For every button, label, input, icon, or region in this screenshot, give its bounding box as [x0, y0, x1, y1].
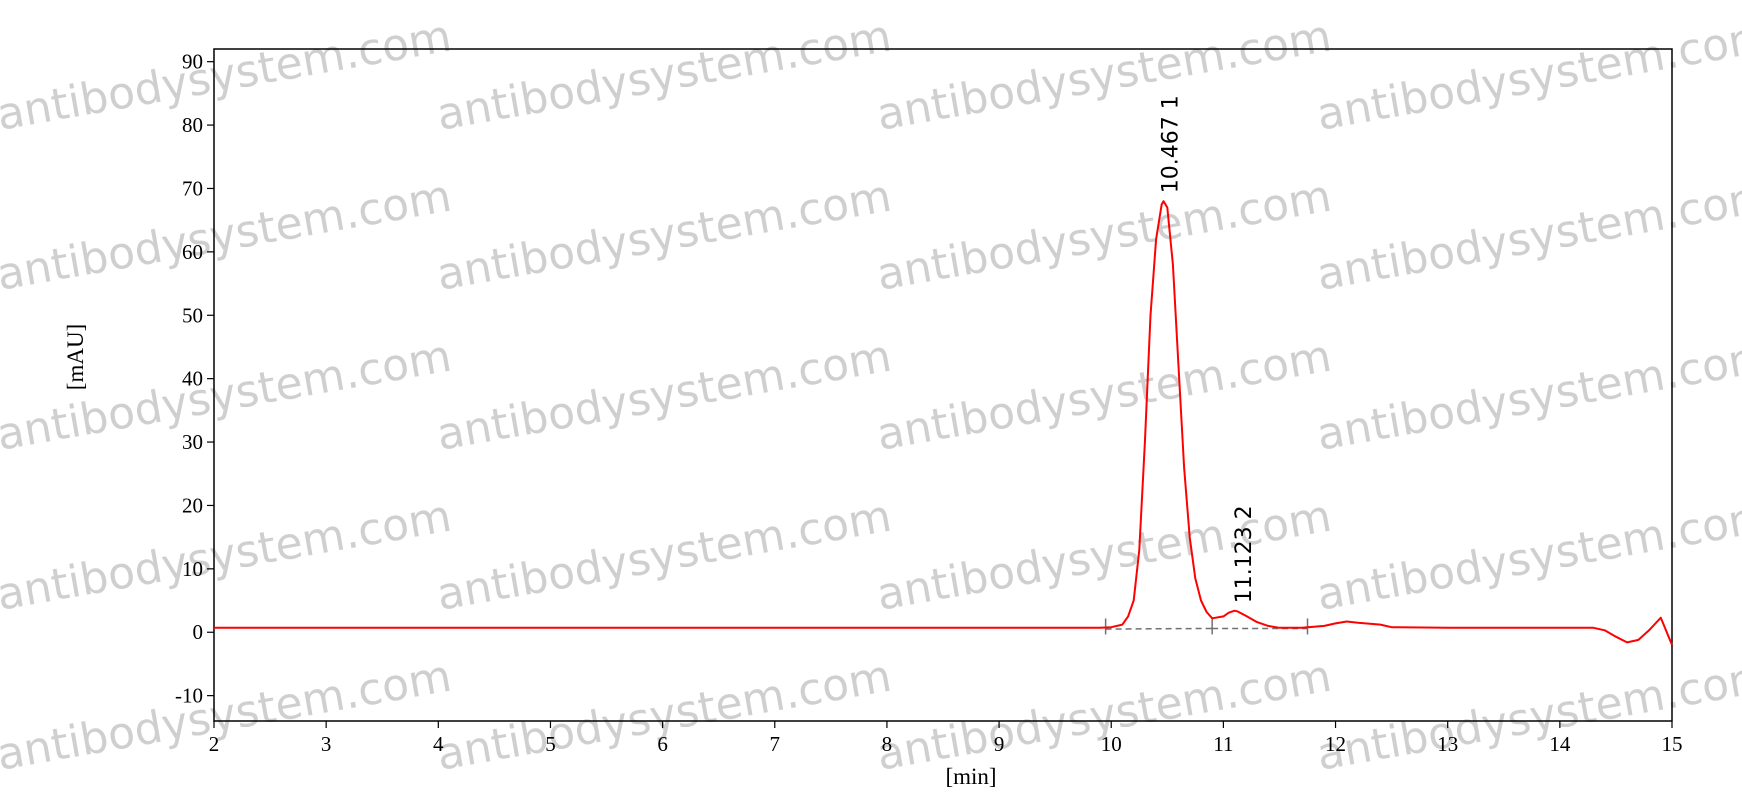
- watermark-text: antibodysystem.com: [873, 651, 1335, 781]
- x-tick-label: 14: [1549, 732, 1571, 756]
- watermark-text: antibodysystem.com: [1313, 331, 1742, 461]
- x-tick-label: 7: [770, 732, 781, 756]
- watermark-text: antibodysystem.com: [873, 11, 1335, 141]
- watermark-text: antibodysystem.com: [1313, 11, 1742, 141]
- watermark-layer: antibodysystem.comantibodysystem.comanti…: [0, 11, 1742, 781]
- plot-frame: [213, 48, 1673, 722]
- watermark-text: antibodysystem.com: [1313, 491, 1742, 621]
- y-tick-label: 70: [182, 176, 203, 200]
- watermark-text: antibodysystem.com: [1313, 171, 1742, 301]
- x-tick-label: 10: [1101, 732, 1122, 756]
- watermark-text: antibodysystem.com: [0, 491, 455, 621]
- y-tick-label: 40: [182, 367, 203, 391]
- integration-baseline: [1105, 627, 1213, 630]
- x-tick-label: 12: [1325, 732, 1346, 756]
- y-tick-label: 10: [182, 557, 203, 581]
- x-tick-label: 4: [433, 732, 444, 756]
- watermark-text: antibodysystem.com: [0, 651, 455, 781]
- watermark-text: antibodysystem.com: [0, 11, 455, 141]
- watermark-text: antibodysystem.com: [1313, 651, 1742, 781]
- watermark-text: antibodysystem.com: [433, 651, 895, 781]
- watermark-text: antibodysystem.com: [0, 171, 455, 301]
- y-tick-label: 0: [193, 620, 204, 644]
- x-tick-label: 13: [1437, 732, 1458, 756]
- x-tick-label: 2: [209, 732, 220, 756]
- watermark-text: antibodysystem.com: [873, 171, 1335, 301]
- watermark-text: antibodysystem.com: [433, 11, 895, 141]
- y-tick-label: 80: [182, 113, 203, 137]
- y-axis: -10 0 10 20 30 40 50 60 70 80 90: [175, 50, 214, 708]
- watermark-text: antibodysystem.com: [873, 491, 1335, 621]
- y-tick-label: 30: [182, 430, 203, 454]
- peak-label: 11.123 2: [1232, 505, 1257, 603]
- y-tick-label: 90: [182, 50, 203, 74]
- y-tick-label: 20: [182, 493, 203, 517]
- series-layer: [214, 200, 1673, 646]
- watermark-text: antibodysystem.com: [873, 331, 1335, 461]
- watermark-text: antibodysystem.com: [433, 171, 895, 301]
- x-tick-label: 8: [882, 732, 893, 756]
- y-tick-label: 60: [182, 240, 203, 264]
- x-axis-title: [min]: [945, 764, 996, 789]
- watermark-text: antibodysystem.com: [433, 491, 895, 621]
- x-tick-label: 5: [545, 732, 556, 756]
- peak-label: 10.467 1: [1159, 95, 1184, 193]
- peak-labels: 10.467 1 11.123 2: [1159, 95, 1258, 603]
- x-tick-label: 6: [657, 732, 668, 756]
- watermark-text: antibodysystem.com: [433, 331, 895, 461]
- y-tick-label: 50: [182, 303, 203, 327]
- y-axis-title: [mAU]: [63, 324, 88, 390]
- x-tick-label: 11: [1213, 732, 1233, 756]
- x-axis: 2 3 4 5 6 7 8 9 10 11 12 13 14 15: [209, 721, 1683, 756]
- x-tick-label: 9: [994, 732, 1005, 756]
- chromatogram-trace: [214, 200, 1673, 646]
- x-tick-label: 3: [321, 732, 332, 756]
- x-tick-label: 15: [1662, 732, 1683, 756]
- y-tick-label: -10: [175, 684, 203, 708]
